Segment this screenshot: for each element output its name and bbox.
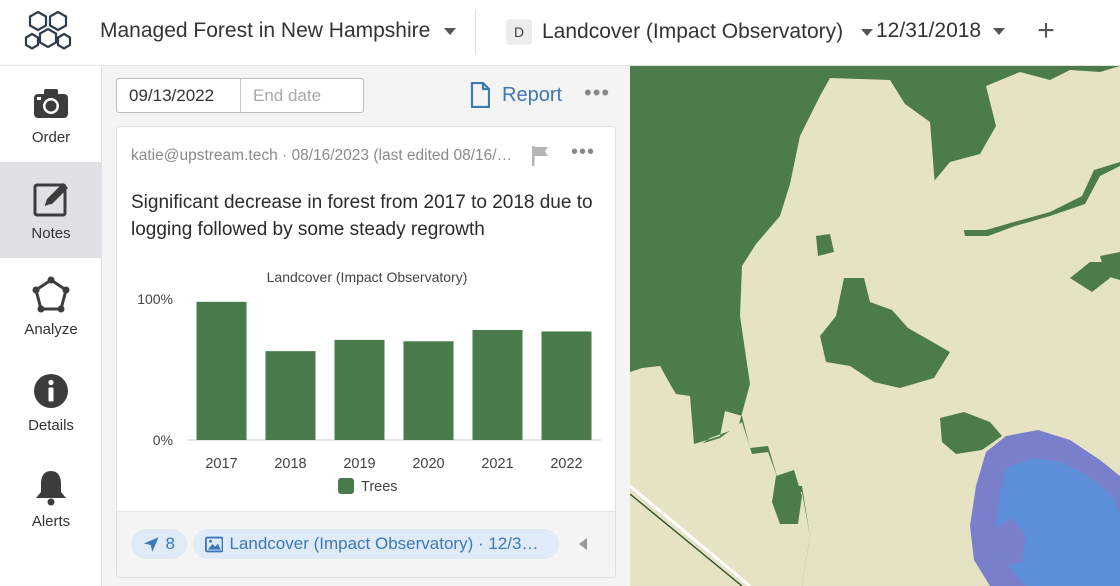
layer-reference-pill[interactable]: Landcover (Impact Observatory) · 12/31/2… xyxy=(193,529,559,559)
report-button[interactable]: Report xyxy=(470,82,562,108)
forest-patch xyxy=(816,234,834,256)
location-count: 8 xyxy=(165,534,175,553)
flag-icon[interactable] xyxy=(531,145,551,167)
sidebar-item-analyze[interactable]: Analyze xyxy=(0,258,102,354)
project-selector[interactable]: Managed Forest in New Hampshire xyxy=(100,19,457,43)
x-tick-label: 2018 xyxy=(274,456,306,472)
location-count-pill[interactable]: 8 xyxy=(131,529,187,559)
road-edge-line xyxy=(630,493,743,586)
landcover-bar-chart: Landcover (Impact Observatory) 100% 0% 201… xyxy=(137,269,601,495)
layer-reference-text: Landcover (Impact Observatory) · 12/31/2… xyxy=(229,534,547,553)
bar-2022[interactable] xyxy=(541,331,592,440)
sidebar-item-label: Alerts xyxy=(31,512,71,530)
note-meta: katie@upstream.tech · 08/16/2023 (last e… xyxy=(131,147,515,164)
forest-patch xyxy=(772,470,802,524)
chevron-down-icon xyxy=(993,27,1006,35)
layer-name: Landcover (Impact Observatory) xyxy=(542,20,844,43)
selected-date: 12/31/2018 xyxy=(876,19,982,42)
note-footer: 8 Landcover (Impact Observatory) · 12/31… xyxy=(117,511,615,577)
sidebar-item-label: Order xyxy=(31,128,71,146)
x-tick-label: 2017 xyxy=(205,456,237,472)
date-range-picker[interactable] xyxy=(116,78,364,113)
sidebar-item-alerts[interactable]: Alerts xyxy=(0,450,102,546)
sidebar-item-details[interactable]: Details xyxy=(0,354,102,450)
note-more-button[interactable]: ••• xyxy=(571,141,596,163)
add-layer-button[interactable]: + xyxy=(1037,14,1055,47)
chevron-down-icon xyxy=(444,27,457,35)
y-tick-label: 100% xyxy=(137,291,173,307)
bell-icon xyxy=(36,470,66,505)
chevron-down-icon xyxy=(861,28,874,36)
forest-patch xyxy=(820,278,950,388)
bar-2018[interactable] xyxy=(265,351,316,440)
image-icon xyxy=(205,536,224,552)
document-icon xyxy=(470,82,490,108)
sidebar-item-label: Details xyxy=(28,416,74,434)
legend-swatch xyxy=(338,478,354,494)
forest-patch xyxy=(1100,252,1120,280)
project-name: Managed Forest in New Hampshire xyxy=(100,19,431,42)
bar-2021[interactable] xyxy=(472,330,523,440)
date-selector[interactable]: 12/31/2018 xyxy=(876,19,1006,43)
hexagon-logo-icon[interactable] xyxy=(24,10,72,54)
forest-patch xyxy=(1070,262,1110,292)
cleared-land-region xyxy=(930,66,1120,230)
y-tick-label: 0% xyxy=(153,432,173,448)
layer-selector[interactable]: D Landcover (Impact Observatory) xyxy=(506,19,874,45)
chart-title: Landcover (Impact Observatory) xyxy=(267,269,468,285)
landcover-map[interactable] xyxy=(630,66,1120,586)
x-tick-label: 2021 xyxy=(481,456,513,472)
note-text: Significant decrease in forest from 2017… xyxy=(131,192,593,240)
polygon-icon xyxy=(32,276,70,312)
bar-2017[interactable] xyxy=(196,301,247,440)
camera-icon xyxy=(34,88,68,118)
map-canvas[interactable] xyxy=(630,66,1120,586)
header-divider xyxy=(475,10,476,54)
info-icon xyxy=(34,373,68,408)
location-arrow-icon xyxy=(143,536,159,552)
x-tick-label: 2019 xyxy=(343,456,375,472)
sidebar-item-label: Analyze xyxy=(24,320,78,338)
note-card: katie@upstream.tech · 08/16/2023 (last e… xyxy=(116,126,616,578)
forest-patch xyxy=(940,412,1002,454)
water-region xyxy=(996,458,1120,586)
layer-type-badge: D xyxy=(506,19,532,45)
top-bar: Managed Forest in New Hampshire D Landco… xyxy=(0,0,1120,66)
notes-icon xyxy=(33,182,68,216)
end-date-input[interactable] xyxy=(241,79,363,112)
report-label: Report xyxy=(502,83,563,106)
bar-2019[interactable] xyxy=(334,339,385,440)
start-date-input[interactable] xyxy=(117,79,241,112)
sidebar: Order Notes Analyze Details xyxy=(0,66,102,586)
bar-2020[interactable] xyxy=(403,341,454,440)
sidebar-item-order[interactable]: Order xyxy=(0,66,102,162)
sidebar-item-label: Notes xyxy=(31,224,71,242)
road-line xyxy=(630,484,751,586)
water-edge-region xyxy=(996,518,1026,566)
collapse-left-icon[interactable] xyxy=(579,538,587,550)
x-tick-label: 2020 xyxy=(412,456,444,472)
sidebar-item-notes[interactable]: Notes xyxy=(0,162,102,258)
panel-more-button[interactable]: ••• xyxy=(584,80,611,105)
x-tick-label: 2022 xyxy=(550,456,582,472)
legend-label: Trees xyxy=(361,479,398,495)
